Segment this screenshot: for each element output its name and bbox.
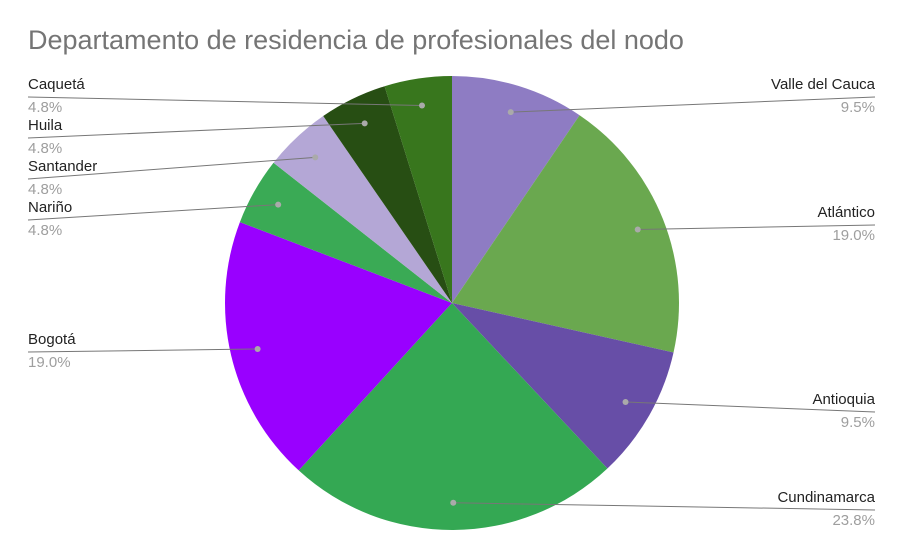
leader-line [27, 96, 423, 107]
slice-label: Santander [28, 158, 97, 175]
slice-label: Huila [28, 117, 63, 134]
leader-line [453, 502, 876, 511]
slice-label: Nariño [28, 199, 72, 216]
leader-dot [361, 120, 368, 127]
pie-slice [452, 76, 580, 303]
pie-slice [452, 115, 679, 353]
leader-dot [312, 154, 319, 161]
leader-line [27, 204, 279, 221]
pie-slice [239, 162, 452, 303]
value-label: 23.8% [832, 512, 875, 529]
leader-dot [450, 499, 457, 506]
slice-label: Bogotá [28, 331, 76, 348]
pie-slice [224, 222, 452, 471]
slice-label: Valle del Cauca [771, 76, 876, 93]
pie-slice [323, 86, 452, 303]
value-label: 19.0% [832, 227, 875, 244]
leader-dot [254, 346, 261, 353]
leader-dot [418, 102, 425, 109]
slice-label: Atlántico [817, 204, 875, 221]
value-label: 9.5% [841, 414, 875, 431]
leader-line [510, 96, 876, 113]
leader-line [625, 401, 876, 413]
value-label: 19.0% [28, 354, 71, 371]
pie-slice [298, 303, 608, 530]
pie-slice [273, 116, 452, 303]
value-label: 4.8% [28, 140, 62, 157]
slice-label: Antioquia [812, 391, 875, 408]
leader-dot [275, 201, 282, 208]
slice-label: Cundinamarca [777, 489, 875, 506]
pie-slice [452, 303, 674, 469]
value-label: 4.8% [28, 99, 62, 116]
value-label: 9.5% [841, 99, 875, 116]
value-label: 4.8% [28, 181, 62, 198]
leader-dot [507, 109, 514, 116]
leader-line [27, 156, 316, 180]
leader-dot [634, 226, 641, 233]
pie-slice [384, 76, 452, 303]
leader-line [27, 348, 258, 353]
chart-title: Departamento de residencia de profesiona… [28, 25, 684, 55]
leader-line [637, 224, 876, 230]
slice-label: Caquetá [28, 76, 85, 93]
leader-dot [622, 398, 629, 405]
leader-line [27, 122, 365, 139]
value-label: 4.8% [28, 222, 62, 239]
